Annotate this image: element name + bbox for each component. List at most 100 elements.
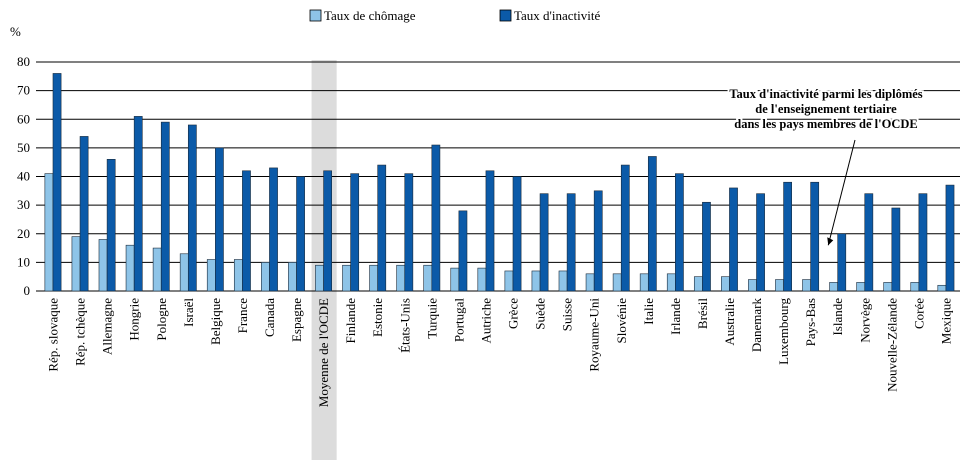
bar bbox=[504, 270, 514, 292]
bar bbox=[288, 262, 297, 292]
bar bbox=[891, 207, 901, 292]
x-tick-label: Corée bbox=[911, 298, 926, 329]
bar bbox=[296, 176, 305, 292]
x-tick-label: Irlande bbox=[668, 298, 683, 335]
bar bbox=[620, 164, 630, 292]
bar bbox=[160, 121, 170, 292]
x-tick-label: Estonie bbox=[370, 298, 385, 337]
bar bbox=[585, 273, 595, 292]
bar bbox=[531, 270, 541, 292]
y-tick-label: 70 bbox=[17, 83, 30, 98]
y-tick-label: 80 bbox=[17, 54, 30, 69]
bar bbox=[864, 193, 874, 292]
y-tick-label: 60 bbox=[17, 111, 30, 126]
bar bbox=[837, 233, 847, 292]
bar bbox=[431, 144, 441, 292]
bar bbox=[315, 264, 324, 292]
bar bbox=[342, 264, 351, 292]
bar bbox=[396, 264, 406, 292]
bar bbox=[937, 284, 947, 292]
legend-swatch bbox=[499, 9, 512, 22]
bar bbox=[369, 264, 378, 292]
bar bbox=[539, 193, 549, 292]
annotation-text: de l'enseignement tertiaire bbox=[755, 102, 897, 116]
bar bbox=[261, 262, 270, 292]
x-tick-label: Finlande bbox=[343, 298, 358, 344]
bar bbox=[856, 282, 866, 292]
bar bbox=[133, 116, 143, 292]
bar bbox=[423, 264, 433, 292]
x-tick-label: Islande bbox=[830, 298, 845, 336]
bar bbox=[558, 270, 568, 292]
bar bbox=[802, 279, 811, 292]
x-tick-label: Moyenne de l'OCDE bbox=[316, 298, 331, 407]
bar bbox=[639, 273, 649, 292]
y-tick-label: 20 bbox=[17, 226, 30, 241]
bar bbox=[775, 279, 784, 292]
x-tick-label: Allemagne bbox=[100, 298, 115, 355]
bar bbox=[748, 279, 757, 292]
bar bbox=[125, 244, 135, 292]
bar bbox=[179, 253, 189, 292]
annotation-arrowhead bbox=[827, 237, 834, 246]
bar bbox=[756, 193, 765, 292]
bar bbox=[485, 170, 495, 292]
y-tick-label: 10 bbox=[17, 254, 30, 269]
bar bbox=[206, 259, 216, 292]
bar bbox=[44, 173, 54, 292]
bar bbox=[783, 181, 792, 292]
x-tick-label: France bbox=[235, 298, 250, 334]
bar bbox=[269, 167, 278, 292]
bar bbox=[98, 239, 108, 292]
x-tick-label: Suède bbox=[533, 298, 548, 330]
bar bbox=[458, 210, 468, 292]
bar bbox=[566, 193, 576, 292]
x-tick-label: Rép. slovaque bbox=[46, 298, 61, 372]
bar bbox=[702, 201, 711, 292]
bar bbox=[721, 276, 730, 292]
bar bbox=[187, 124, 197, 292]
x-tick-label: Slovénie bbox=[614, 298, 629, 344]
bar bbox=[918, 193, 928, 292]
bar bbox=[71, 236, 81, 292]
bar bbox=[729, 187, 738, 292]
y-unit: % bbox=[10, 24, 21, 39]
bar bbox=[106, 159, 116, 292]
x-tick-label: Belgique bbox=[208, 298, 223, 345]
bar bbox=[404, 173, 414, 292]
y-tick-label: 50 bbox=[17, 140, 30, 155]
bar bbox=[152, 247, 162, 292]
x-tick-label: Norvège bbox=[857, 298, 872, 343]
bar bbox=[945, 184, 955, 292]
bar bbox=[377, 164, 387, 292]
legend-label: Taux d'inactivité bbox=[514, 8, 600, 23]
bar bbox=[910, 282, 920, 292]
bar bbox=[52, 73, 62, 292]
bar bbox=[693, 276, 703, 292]
x-tick-label: Brésil bbox=[695, 298, 710, 329]
bar bbox=[647, 156, 657, 292]
x-tick-label: Israël bbox=[181, 298, 196, 327]
y-tick-label: 40 bbox=[17, 169, 30, 184]
legend-label: Taux de chômage bbox=[324, 8, 416, 23]
x-tick-label: Italie bbox=[641, 298, 656, 325]
x-tick-label: États-Unis bbox=[397, 298, 412, 353]
bar bbox=[215, 147, 224, 292]
bar bbox=[350, 173, 360, 292]
bar bbox=[810, 181, 820, 292]
bar bbox=[612, 273, 622, 292]
bar bbox=[883, 282, 893, 292]
annotation-text: dans les pays membres de l'OCDE bbox=[734, 117, 917, 131]
bar bbox=[512, 176, 522, 292]
x-tick-label: Grèce bbox=[506, 298, 521, 329]
bar bbox=[233, 259, 243, 292]
x-tick-label: Espagne bbox=[289, 298, 304, 342]
x-tick-label: Pologne bbox=[154, 298, 169, 341]
x-tick-label: Hongrie bbox=[127, 298, 142, 341]
bar bbox=[829, 282, 838, 292]
y-tick-label: 0 bbox=[24, 283, 31, 298]
x-tick-label: Canada bbox=[262, 298, 277, 337]
bar bbox=[323, 170, 332, 292]
x-tick-label: Danemark bbox=[749, 298, 764, 353]
